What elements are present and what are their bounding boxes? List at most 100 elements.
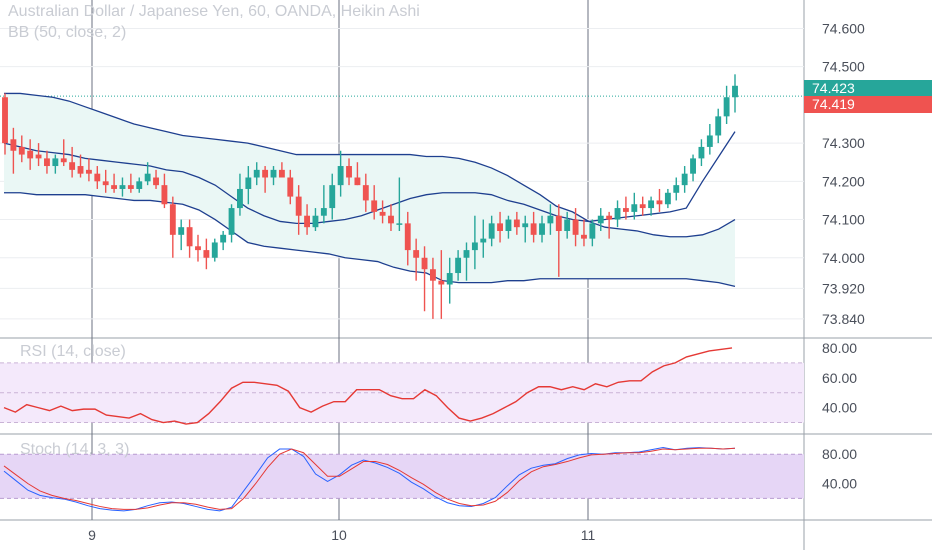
candle-body: [564, 219, 571, 231]
candle-body: [648, 200, 655, 209]
price-tick-label: 74.000: [822, 250, 865, 266]
candle-body: [35, 154, 42, 159]
candle-body: [237, 188, 243, 209]
candle-body: [169, 204, 176, 235]
candle-body: [354, 177, 361, 186]
candle-body: [362, 185, 369, 201]
stoch-indicator-label[interactable]: Stoch (14, 3, 3): [20, 441, 130, 458]
price-tick-label: 73.840: [822, 311, 865, 327]
rsi-tick-label: 60.00: [822, 370, 857, 386]
candle-body: [245, 177, 252, 189]
candle-body: [488, 223, 495, 239]
price-tick-label: 74.100: [822, 212, 865, 228]
candle-body: [161, 185, 168, 205]
candle-body: [69, 162, 76, 170]
candle-body: [589, 223, 596, 239]
candle-body: [262, 169, 269, 178]
price-axis: 9 10 11 74.600 74.500 74.300 74.200 74.100 74.00…: [88, 20, 865, 543]
candle-body: [723, 97, 730, 117]
candle-body: [690, 158, 696, 174]
candle-body: [85, 169, 92, 174]
candles: [2, 74, 738, 319]
candle-body: [581, 234, 587, 239]
candle-body: [44, 158, 50, 167]
candle-body: [396, 223, 403, 225]
candle-body: [555, 215, 562, 231]
rsi-pane: [0, 347, 804, 425]
candle-body: [664, 192, 671, 205]
previous-price-tag: 74.419: [804, 96, 932, 113]
candle-body: [631, 204, 638, 212]
candle-body: [320, 208, 327, 216]
bb-fill: [4, 93, 735, 287]
candle-body: [195, 246, 201, 251]
bb-middle-line: [3, 131, 736, 225]
candle-body: [429, 269, 436, 281]
candle-body: [404, 223, 411, 251]
candle-body: [127, 185, 134, 189]
candle-body: [278, 169, 285, 178]
candle-body: [706, 135, 713, 147]
candle-body: [656, 200, 663, 205]
candle-body: [304, 215, 311, 228]
candle-body: [346, 166, 352, 178]
stoch-pane: [0, 447, 804, 512]
candle-body: [220, 234, 227, 243]
candle-body: [715, 116, 722, 136]
candle-body: [455, 257, 462, 274]
candle-body: [136, 181, 143, 189]
candle-body: [614, 208, 621, 220]
candle-body: [513, 219, 520, 228]
stoch-band-fill: [0, 454, 804, 499]
price-tick-label: 73.920: [822, 280, 865, 296]
x-tick-label: 10: [331, 527, 347, 543]
candle-body: [539, 223, 545, 235]
candle-body: [295, 196, 302, 216]
candle-body: [497, 223, 503, 231]
candle-body: [480, 238, 487, 243]
candle-body: [186, 227, 193, 247]
rsi-tick-label: 80.00: [822, 340, 857, 356]
candle-body: [622, 208, 629, 212]
price-tick-label: 74.200: [822, 173, 865, 189]
candle-body: [530, 223, 537, 235]
candle-body: [463, 250, 470, 258]
stoch-tick-label: 40.00: [822, 476, 857, 492]
candle-body: [119, 185, 126, 189]
candle-body: [211, 242, 218, 258]
candle-body: [388, 215, 394, 224]
x-tick-label: 9: [88, 527, 96, 543]
bb-lower-line: [4, 192, 736, 288]
candle-body: [178, 227, 185, 235]
price-tick-label: 74.600: [822, 20, 865, 36]
candle-body: [102, 181, 109, 186]
candle-body: [547, 215, 554, 224]
candle-body: [438, 280, 445, 285]
candle-body: [18, 146, 25, 155]
price-tick-label: 74.300: [822, 135, 865, 151]
candle-body: [228, 208, 235, 235]
rsi-indicator-label[interactable]: RSI (14, close): [20, 343, 126, 360]
last-price-tag: 74.423: [804, 80, 932, 97]
candle-body: [27, 150, 34, 159]
candle-body: [446, 273, 453, 285]
candle-body: [10, 139, 17, 151]
candle-body: [144, 173, 151, 182]
candle-body: [639, 204, 646, 209]
chart-title: Australian Dollar / Japanese Yen, 60, OA…: [8, 3, 420, 20]
candle-body: [681, 173, 688, 186]
bollinger-bands: [3, 92, 736, 288]
candle-body: [52, 158, 59, 167]
candle-body: [606, 215, 613, 220]
candle-body: [77, 166, 84, 174]
x-tick-label: 11: [581, 527, 596, 543]
candle-body: [597, 215, 604, 224]
bb-indicator-label[interactable]: BB (50, close, 2): [8, 24, 127, 41]
candle-body: [471, 242, 478, 251]
candle-body: [698, 146, 705, 159]
price-tick-label: 74.500: [822, 59, 865, 75]
rsi-tick-label: 40.00: [822, 400, 857, 416]
candle-body: [312, 215, 319, 228]
stoch-d-line: [3, 447, 736, 510]
candle-body: [421, 257, 428, 270]
